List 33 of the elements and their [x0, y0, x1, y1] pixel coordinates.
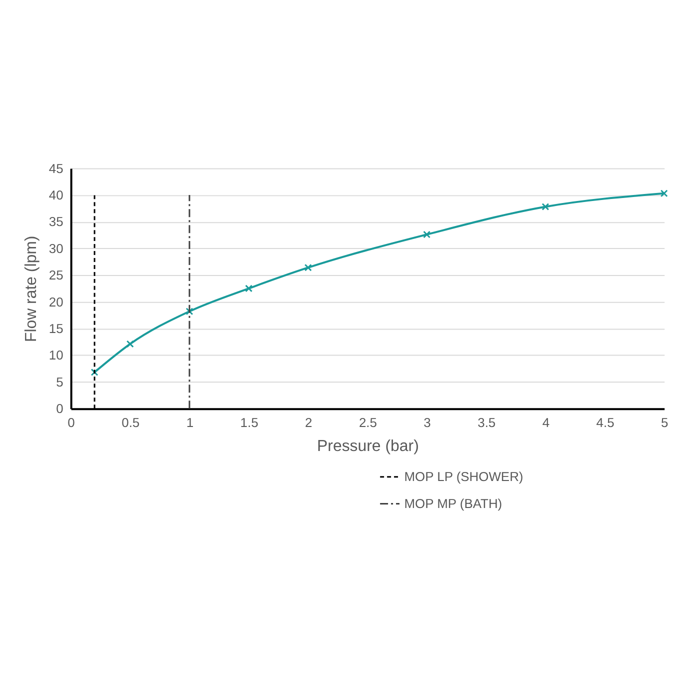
- legend-label: MOP MP (BATH): [404, 496, 502, 511]
- x-tick-label: 3.5: [478, 415, 496, 430]
- point: [186, 308, 194, 316]
- point: [126, 340, 134, 348]
- y-tick-label: 35: [48, 214, 64, 230]
- y-tick-label: 10: [48, 348, 64, 363]
- point: [90, 368, 98, 376]
- y-tick-label: 15: [48, 320, 64, 336]
- point: [542, 202, 550, 210]
- legend-label: MOP LP (SHOWER): [404, 468, 524, 484]
- x-axis-title: Pressure (bar): [317, 438, 419, 455]
- y-tick-label: 20: [48, 294, 64, 310]
- point: [245, 284, 253, 292]
- point: [660, 190, 668, 198]
- y-tick-label: 25: [48, 268, 64, 283]
- x-tick-label: 1: [186, 415, 194, 430]
- x-tick-label: 0.5: [122, 415, 140, 430]
- y-tick-label: 5: [56, 374, 64, 390]
- y-tick-label: 0: [56, 401, 64, 416]
- x-tick-label: 2.5: [358, 415, 377, 430]
- x-tick-label: 4: [542, 415, 550, 430]
- x-tick-label: 5: [660, 415, 668, 430]
- x-tick-label: 1.5: [240, 415, 258, 430]
- point: [423, 230, 431, 238]
- y-tick-label: 45: [48, 160, 64, 176]
- x-tick-label: 2: [305, 415, 312, 430]
- y-axis-title: Flow rate (lpm): [22, 236, 40, 342]
- x-tick-label: 0: [68, 415, 75, 430]
- y-tick-label: 30: [48, 240, 64, 256]
- x-tick-label: 3: [424, 415, 431, 430]
- x-tick-label: 4.5: [596, 415, 614, 430]
- point: [304, 264, 312, 272]
- y-tick-label: 40: [48, 187, 64, 202]
